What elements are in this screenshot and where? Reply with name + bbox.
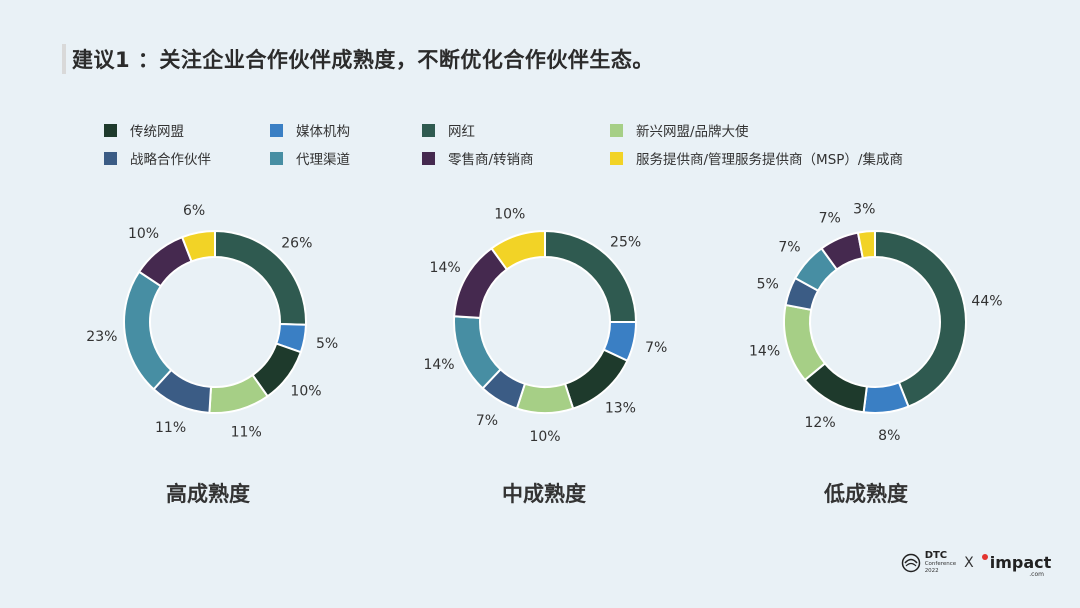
impact-com: .com	[1029, 570, 1044, 578]
title-bar: 建议1 ：关注企业合作伙伴成熟度，不断优化合作伙伴生态。	[62, 44, 654, 74]
legend: 传统网盟 媒体机构 网红 新兴网盟/品牌大使战略合作伙伴 代理渠道 零售商/转销商 服务提供…	[104, 120, 1004, 180]
impact-word: impact	[989, 552, 1052, 572]
legend-item: 新兴网盟/品牌大使	[610, 120, 749, 140]
dtc-sub-text-1: Conference	[924, 561, 957, 567]
donut-slice	[453, 315, 502, 390]
dtc-mark-icon	[901, 553, 920, 572]
dtc-sub-text-2: 2022	[924, 568, 939, 574]
slice-label: 26%	[281, 236, 312, 252]
slice-label: 23%	[86, 329, 117, 345]
slice-label: 44%	[971, 294, 1002, 310]
slice-label: 10%	[494, 207, 525, 223]
legend-item: 服务提供商/管理服务提供商（MSP）/集成商	[610, 148, 903, 168]
slice-label: 3%	[853, 202, 875, 218]
slice-label: 11%	[155, 420, 186, 436]
chart-title-high: 高成熟度	[166, 482, 250, 506]
legend-swatch	[270, 123, 283, 137]
page-title: 建议1 ：关注企业合作伙伴成熟度，不断优化合作伙伴生态。	[72, 48, 654, 72]
dtc-main-text: DTC	[924, 550, 948, 561]
slice-label: 14%	[430, 260, 461, 276]
legend-swatch	[610, 151, 623, 165]
donut-slice	[783, 303, 827, 382]
legend-label: 新兴网盟/品牌大使	[636, 124, 749, 140]
legend-item: 网红	[422, 120, 475, 140]
legend-label: 战略合作伙伴	[130, 152, 211, 168]
legend-swatch	[104, 123, 117, 137]
legend-item: 传统网盟	[104, 120, 184, 140]
slice-label: 5%	[757, 276, 779, 292]
slice-label: 10%	[529, 429, 560, 445]
donut-slice	[874, 229, 967, 408]
legend-label: 网红	[448, 124, 475, 140]
slice-label: 7%	[778, 240, 800, 256]
donut-slice	[490, 229, 546, 271]
slice-label: 7%	[819, 210, 841, 226]
slice-label: 11%	[231, 425, 262, 441]
slice-label: 6%	[183, 203, 205, 219]
legend-item: 媒体机构	[270, 120, 350, 140]
legend-swatch	[422, 123, 435, 137]
slice-label: 13%	[605, 401, 636, 417]
slice-label: 7%	[476, 413, 498, 429]
slice-label: 10%	[290, 384, 321, 400]
legend-item: 代理渠道	[270, 148, 350, 168]
dtc-logo: DTC Conference 2022	[901, 550, 956, 575]
legend-item: 零售商/转销商	[422, 148, 534, 168]
chart-title-low: 低成熟度	[824, 482, 908, 506]
legend-label: 媒体机构	[296, 124, 350, 140]
slice-label: 12%	[805, 415, 836, 431]
slice-label: 8%	[878, 428, 900, 444]
donut-slice	[123, 270, 173, 391]
legend-label: 零售商/转销商	[448, 152, 534, 168]
slice-label: 14%	[749, 343, 780, 359]
donut-slice	[862, 381, 910, 414]
donut-slice	[515, 382, 575, 414]
legend-swatch	[104, 151, 117, 165]
donut-slice	[856, 229, 876, 260]
impact-dot-icon	[981, 553, 988, 560]
legend-item: 战略合作伙伴	[104, 148, 211, 168]
legend-label: 代理渠道	[296, 152, 350, 168]
slice-label: 5%	[316, 336, 338, 352]
chart-title-mid: 中成熟度	[502, 482, 586, 506]
slice-label: 7%	[645, 340, 667, 356]
slice-label: 14%	[423, 357, 454, 373]
slice-label: 25%	[610, 234, 641, 250]
footer-logos: DTC Conference 2022 X impact .com	[901, 550, 1051, 578]
legend-label: 服务提供商/管理服务提供商（MSP）/集成商	[636, 152, 903, 168]
slice-label: 10%	[128, 226, 159, 242]
legend-swatch	[422, 151, 435, 165]
logo-separator: X	[964, 554, 974, 571]
legend-label: 传统网盟	[130, 124, 184, 140]
legend-swatch	[270, 151, 283, 165]
donut-slice	[180, 229, 216, 263]
legend-swatch	[610, 123, 623, 137]
impact-logo: impact .com	[981, 553, 1051, 578]
